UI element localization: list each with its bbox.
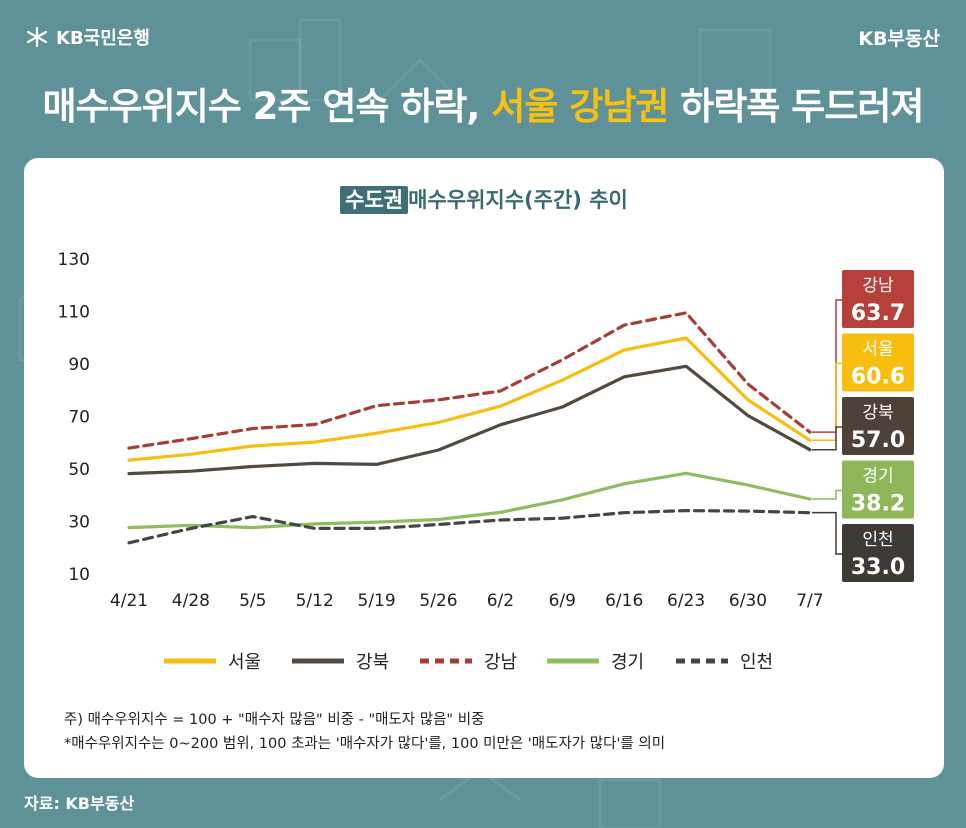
legend-label: 강남 [484, 652, 517, 673]
end-label-box [842, 460, 914, 519]
x-tick-label: 4/21 [110, 591, 148, 611]
label-leader-line [811, 299, 842, 433]
y-tick-label: 70 [68, 408, 90, 428]
x-tick-label: 4/28 [172, 591, 210, 611]
label-leader-line [811, 511, 842, 555]
x-tick-label: 5/12 [296, 591, 334, 611]
end-label-name: 강북 [862, 403, 893, 423]
y-tick-label: 30 [68, 513, 90, 533]
x-tick-label: 6/9 [549, 591, 576, 611]
y-tick-label: 50 [68, 460, 90, 480]
series-line [127, 311, 812, 450]
x-tick-label: 7/7 [796, 591, 823, 611]
end-label-value: 60.6 [851, 365, 905, 390]
x-tick-label: 5/26 [419, 591, 457, 611]
kb-bank-logo: KB국민은행 [24, 24, 150, 50]
end-label-value: 38.2 [851, 492, 905, 517]
series-line [127, 471, 812, 530]
label-leader-line [811, 426, 842, 451]
end-label-name: 인천 [862, 530, 893, 550]
end-label-name: 강남 [862, 276, 894, 296]
end-label-name: 서울 [862, 340, 893, 360]
end-label-box [842, 524, 914, 582]
headline-highlight: 서울 강남권 [491, 85, 669, 128]
legend-label: 강북 [356, 652, 389, 673]
label-leader-line [811, 362, 842, 442]
legend-label: 인천 [740, 652, 773, 673]
series-line [127, 509, 812, 545]
legend-label: 경기 [611, 652, 644, 673]
chart-title: 수도권 매수우위지수(주간) 추이 [24, 184, 944, 214]
y-tick-label: 110 [58, 303, 90, 323]
y-tick-label: 130 [58, 250, 90, 270]
bank-name: KB국민은행 [56, 28, 150, 49]
x-tick-label: 6/2 [487, 591, 514, 611]
source-text: 자료: KB부동산 [24, 794, 135, 813]
x-tick-label: 5/19 [358, 591, 396, 611]
end-label-box [842, 397, 914, 455]
chart-notes: 주) 매수우위지수 = 100 + "매수자 많음" 비중 - "매도자 많음"… [64, 708, 665, 756]
chart-title-tag: 수도권 [340, 186, 409, 214]
note-range: *매수우위지수는 0~200 범위, 100 초과는 '매수자가 많다'를, 1… [64, 736, 666, 752]
chart-title-text: 매수우위지수(주간) 추이 [408, 188, 628, 212]
end-label-value: 63.7 [851, 301, 905, 326]
star-logo-icon [26, 26, 48, 48]
x-tick-label: 6/30 [729, 591, 767, 611]
headline-part2: 하락폭 두드러져 [668, 85, 924, 128]
chart-card: 수도권 매수우위지수(주간) 추이 10 30 50 70 90 110 130 4/21 4/2… [24, 158, 944, 778]
x-tick-label: 6/16 [605, 591, 643, 611]
app-brand: KB부동산 [858, 28, 940, 50]
end-label-value: 33.0 [851, 555, 905, 580]
series-line [127, 364, 812, 476]
label-leader-line [811, 489, 842, 500]
line-chart: 10 30 50 70 90 110 130 4/21 4/28 5/5 5/12 5/19 5/26 6… [58, 250, 914, 673]
y-tick-label: 90 [68, 355, 90, 375]
legend-label: 서울 [228, 652, 261, 673]
series-line [127, 336, 812, 462]
end-label-name: 경기 [862, 467, 893, 487]
end-label-box [842, 333, 914, 392]
note-formula: 주) 매수우위지수 = 100 + "매수자 많음" 비중 - "매도자 많음"… [64, 712, 485, 728]
end-label-box [842, 270, 914, 328]
headline-part1: 매수우위지수 2주 연속 하락, [42, 85, 492, 128]
y-tick-label: 10 [68, 565, 90, 585]
end-label-value: 57.0 [851, 428, 905, 453]
x-tick-label: 5/5 [239, 591, 266, 611]
x-tick-label: 6/23 [667, 591, 705, 611]
headline: 매수우위지수 2주 연속 하락, 서울 강남권 하락폭 두드러져 [0, 76, 966, 130]
